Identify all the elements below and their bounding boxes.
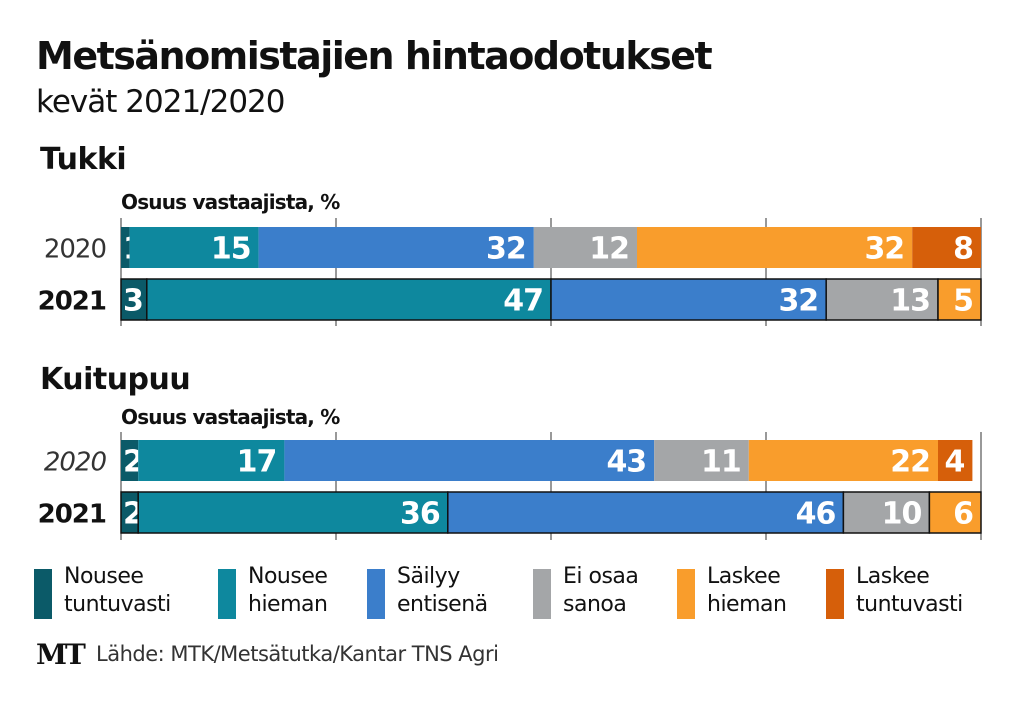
chart-title: Metsänomistajien hintaodotukset xyxy=(36,34,713,78)
bar-segment xyxy=(637,227,913,268)
axis-label-tukki: Osuus vastaajista, % xyxy=(121,190,340,214)
bar-segment xyxy=(928,491,982,534)
legend-swatch xyxy=(34,569,52,619)
data-label: 32 xyxy=(486,232,526,267)
data-label: 4 xyxy=(945,445,965,480)
mt-logo: MT xyxy=(36,638,86,671)
data-label: 32 xyxy=(778,284,818,319)
bar-segment xyxy=(748,440,938,481)
data-label: 3 xyxy=(123,284,143,319)
legend-swatch xyxy=(367,569,385,619)
legend-label: Laskee hieman xyxy=(707,564,787,617)
data-label: 6 xyxy=(953,497,973,532)
panel-title-kuitupuu: Kuitupuu xyxy=(40,362,191,397)
data-label: 32 xyxy=(864,232,904,267)
legend-label: Säilyy entisenä xyxy=(397,564,488,617)
bar-segment xyxy=(284,440,655,481)
bar-segment xyxy=(550,278,827,321)
data-label: 11 xyxy=(701,445,741,480)
row-label-2020: 2020 xyxy=(44,235,106,265)
bar-segment xyxy=(129,227,259,268)
legend-label: Nousee tuntuvasti xyxy=(64,564,171,617)
bar-segment xyxy=(447,491,845,534)
legend-label: Laskee tuntuvasti xyxy=(856,564,963,617)
legend-swatch xyxy=(533,569,551,619)
data-label: 12 xyxy=(589,232,629,267)
bar-segment xyxy=(654,440,749,481)
data-label: 10 xyxy=(882,497,922,532)
data-label: 47 xyxy=(503,284,543,319)
bar-segment xyxy=(533,227,637,268)
bar-segment xyxy=(121,227,130,268)
data-label: 43 xyxy=(606,445,646,480)
bar-segment xyxy=(258,227,534,268)
bar-segment xyxy=(137,491,449,534)
data-label: 36 xyxy=(400,497,440,532)
bar-segment xyxy=(121,440,139,481)
legend-swatch xyxy=(826,569,844,619)
bar-segment xyxy=(138,440,285,481)
panel-title-tukki: Tukki xyxy=(40,142,127,177)
bar-segment xyxy=(938,440,973,481)
legend-swatch xyxy=(677,569,695,619)
data-label: 15 xyxy=(211,232,251,267)
data-label: 8 xyxy=(953,232,973,267)
legend-label: Ei osaa sanoa xyxy=(563,564,639,617)
bar-segment xyxy=(937,278,982,321)
bar-segment xyxy=(146,278,552,321)
chart-subtitle: kevät 2021/2020 xyxy=(36,84,285,120)
bar-segment xyxy=(825,278,939,321)
legend-swatch xyxy=(218,569,236,619)
data-label: 13 xyxy=(890,284,930,319)
legend-label: Nousee hieman xyxy=(248,564,328,617)
legend: Nousee tuntuvasti Nousee hieman Säilyy enti… xyxy=(34,564,994,627)
row-label-2021: 2021 xyxy=(38,500,106,530)
row-label-2020: 2020 xyxy=(44,448,107,478)
bar-segment xyxy=(842,491,931,534)
data-label: 22 xyxy=(890,445,930,480)
source-text: Lähde: MTK/Metsätutka/Kantar TNS Agri xyxy=(96,642,499,666)
bar-segment xyxy=(912,227,981,268)
data-label: 17 xyxy=(237,445,277,480)
data-label: 5 xyxy=(953,284,973,319)
data-label: 46 xyxy=(796,497,836,532)
axis-label-kuitupuu: Osuus vastaajista, % xyxy=(121,405,340,429)
row-label-2021: 2021 xyxy=(38,287,106,317)
